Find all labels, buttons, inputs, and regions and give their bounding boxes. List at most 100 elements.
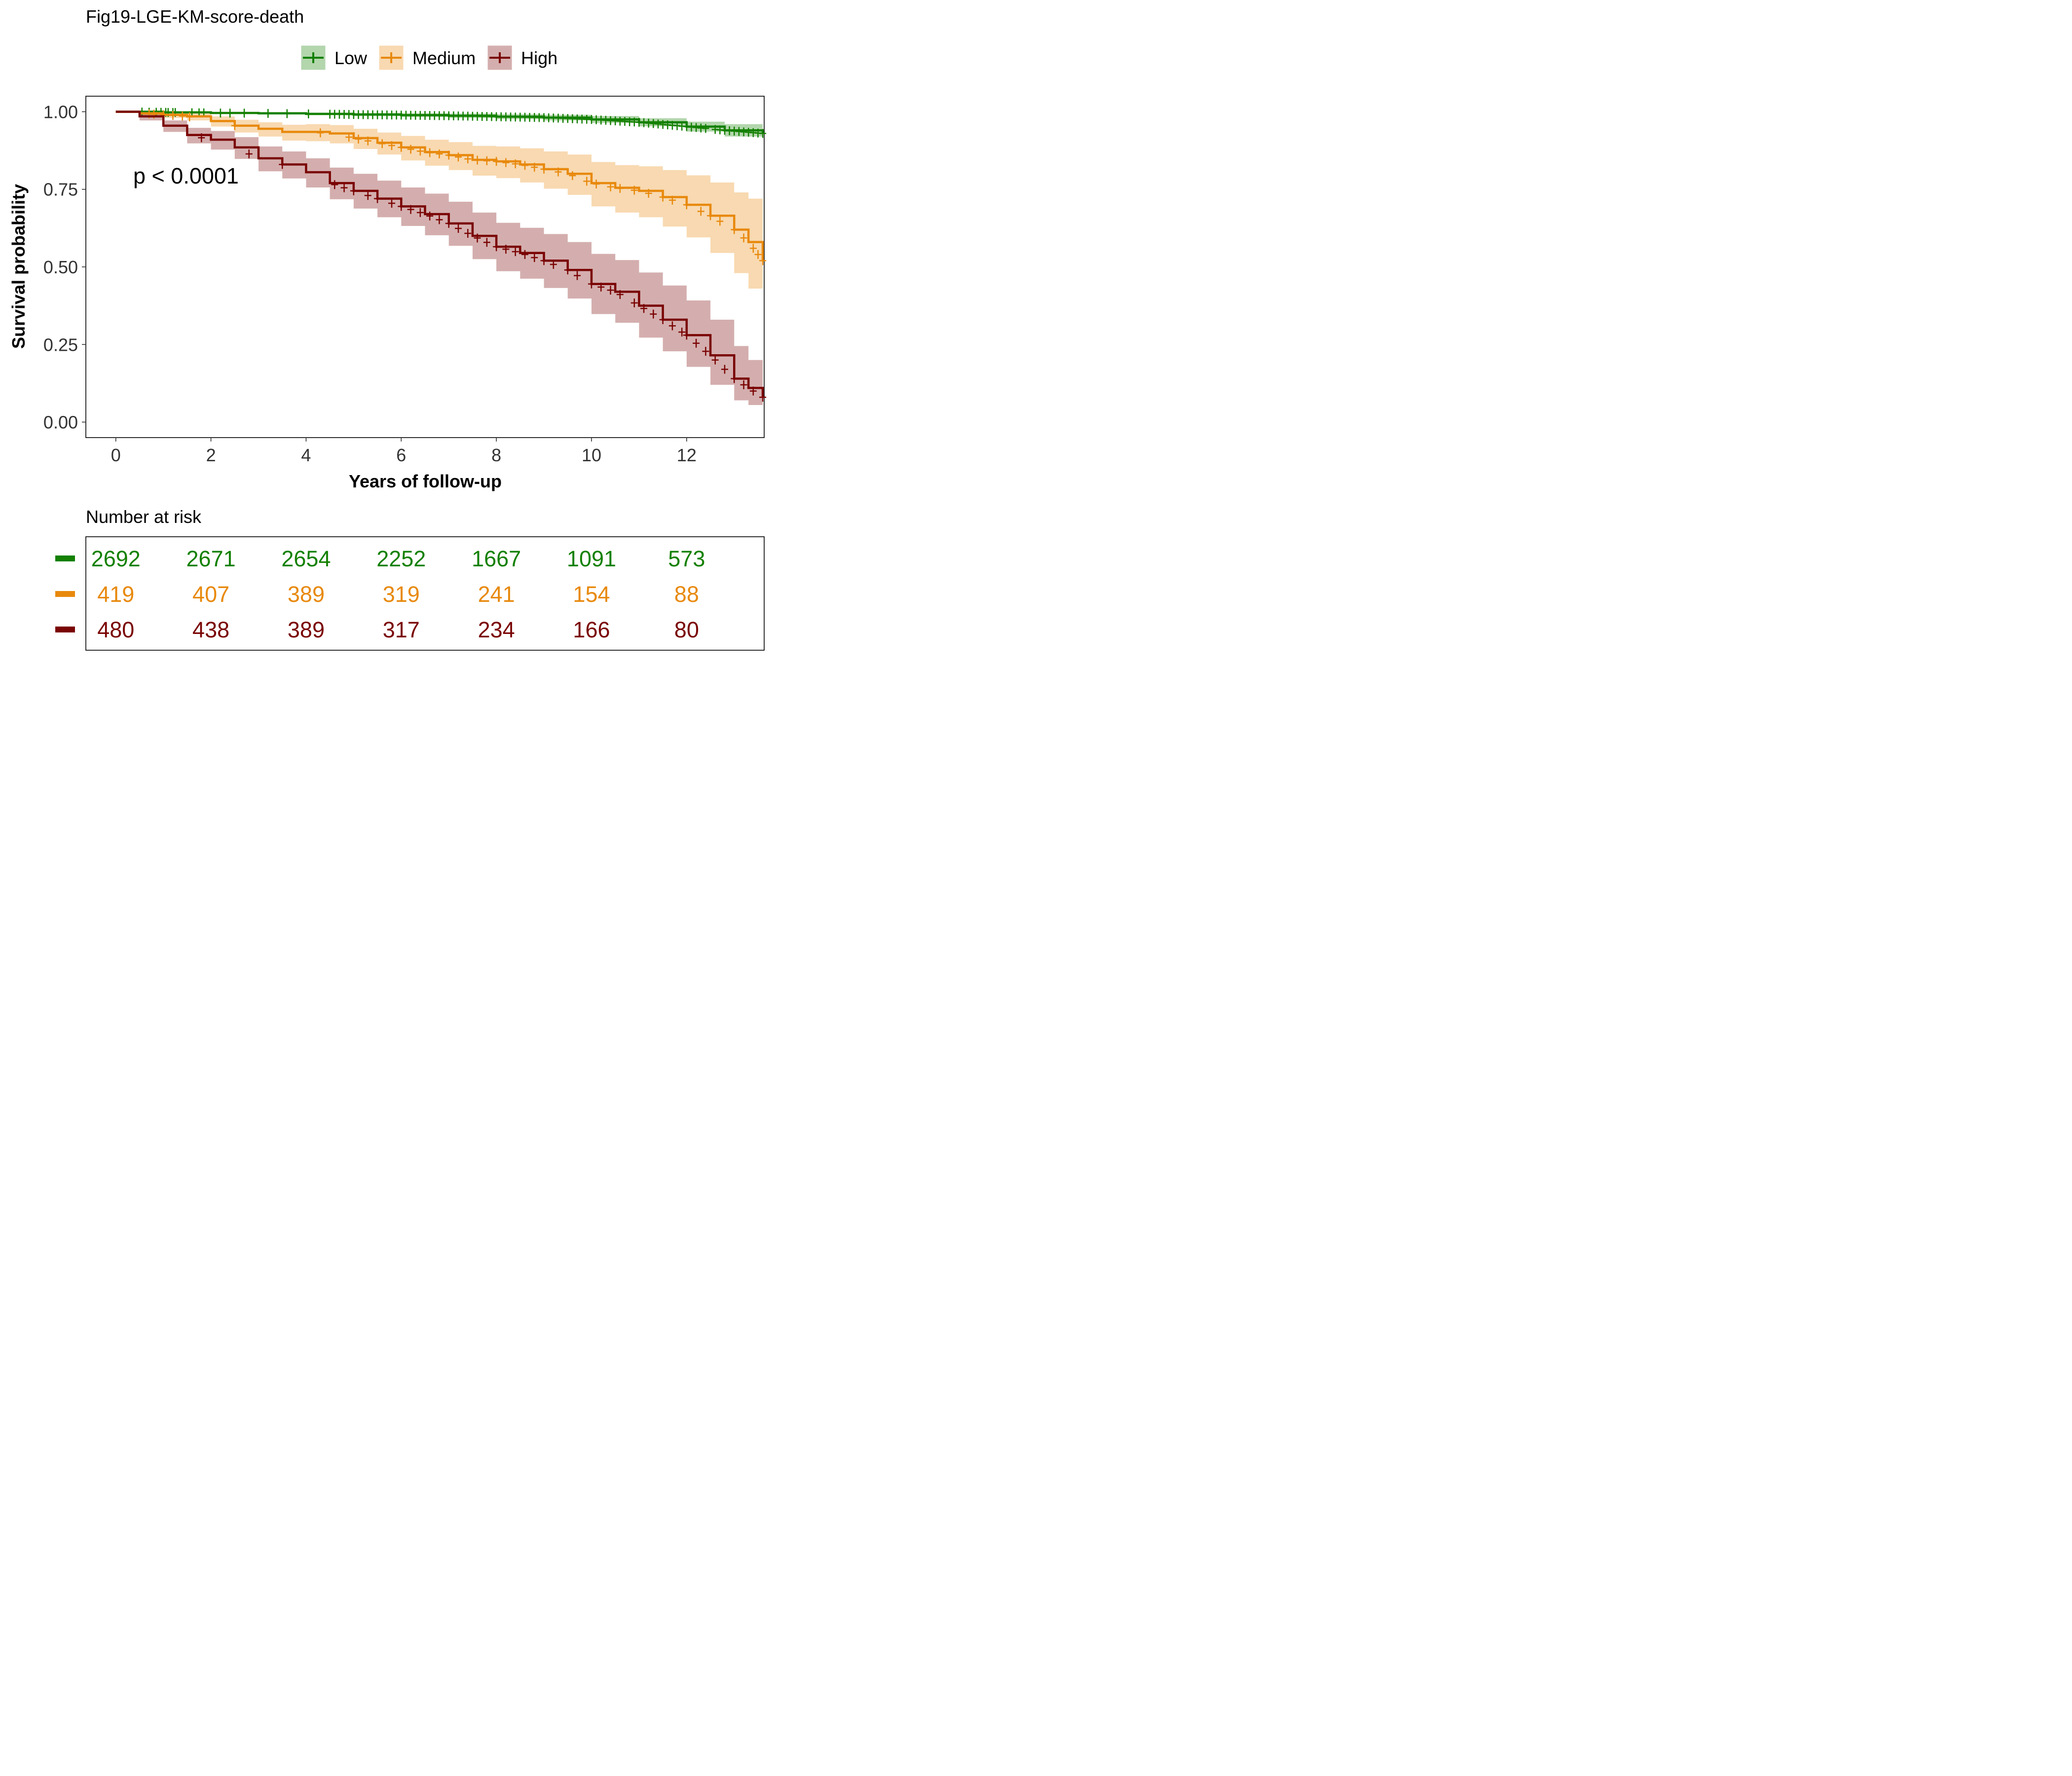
plot-area: 0.00 0.25 0.50 0.75 1.00 0 2 4 6 8 10 12: [43, 96, 767, 465]
censor-mark: [388, 141, 396, 150]
censor-mark: [279, 160, 286, 169]
censor-mark: [398, 202, 405, 211]
censor-mark: [502, 158, 510, 167]
risk-table-title: Number at risk: [86, 507, 202, 527]
censor-mark: [531, 163, 538, 172]
x-tick-label: 6: [396, 445, 406, 465]
risk-value: 2252: [376, 546, 426, 571]
censor-mark: [305, 109, 312, 118]
censor-mark: [355, 134, 362, 144]
censor-mark: [711, 355, 719, 365]
censor-mark: [241, 109, 248, 118]
censor-mark: [759, 393, 767, 402]
censor-mark: [416, 208, 424, 217]
censor-mark: [474, 233, 481, 243]
censor-mark: [398, 143, 405, 152]
risk-value: 419: [97, 582, 134, 607]
censor-mark: [217, 109, 224, 118]
censor-mark: [702, 347, 709, 356]
censor-mark: [754, 250, 762, 259]
censor-mark: [231, 121, 238, 130]
risk-value: 234: [478, 617, 515, 642]
censor-mark: [592, 180, 600, 189]
censor-mark: [445, 150, 452, 160]
y-tick-label: 1.00: [43, 102, 78, 122]
censor-mark: [493, 157, 500, 166]
censor-mark: [749, 244, 757, 253]
legend-label: Medium: [412, 48, 476, 68]
censor-mark: [583, 177, 591, 186]
x-tick-label: 10: [582, 445, 601, 465]
risk-value: 573: [668, 546, 705, 571]
censor-mark: [416, 147, 424, 156]
censor-mark: [597, 282, 605, 292]
censor-mark: [683, 331, 690, 340]
censor-mark: [436, 149, 443, 159]
censor-mark: [464, 154, 472, 164]
risk-value: 389: [288, 582, 325, 607]
legend-label: High: [521, 48, 557, 68]
censor-mark: [564, 265, 571, 275]
censor-mark: [683, 200, 690, 210]
censor-mark: [474, 155, 481, 165]
risk-table-panel: [85, 536, 765, 651]
risk-value: 1667: [472, 546, 521, 571]
legend-item-high: High: [487, 45, 557, 71]
y-tick-label: 0.50: [43, 257, 78, 277]
censor-mark: [493, 242, 500, 252]
censor-mark: [245, 149, 253, 159]
censor-mark: [678, 328, 686, 337]
censor-mark: [668, 321, 676, 331]
censor-marks-medium: [146, 109, 767, 265]
censor-mark: [364, 191, 371, 200]
legend: Low Medium High: [300, 45, 557, 71]
censor-mark: [445, 219, 452, 228]
censor-mark: [454, 152, 462, 162]
legend-key-symbol: [303, 52, 324, 63]
censor-mark: [350, 186, 357, 195]
x-tick-label: 2: [206, 445, 216, 465]
censor-mark: [179, 111, 186, 121]
x-tick-label: 12: [677, 445, 697, 465]
x-tick-label: 4: [301, 445, 311, 465]
censor-mark: [407, 145, 414, 154]
risk-value: 407: [192, 582, 229, 607]
censor-mark: [668, 195, 676, 205]
censor-mark: [659, 192, 666, 202]
censor-mark: [407, 205, 414, 214]
y-tick-label: 0.25: [43, 334, 78, 355]
censor-mark: [659, 315, 666, 324]
censor-mark: [731, 225, 738, 234]
censor-mark: [759, 129, 767, 138]
risk-row-key-medium: [55, 591, 75, 597]
risk-value: 154: [573, 582, 610, 607]
legend-label: Low: [334, 48, 368, 68]
censor-mark: [569, 171, 576, 181]
censor-mark: [317, 128, 324, 138]
censor-mark: [630, 298, 638, 307]
censor-mark: [340, 183, 348, 192]
censor-mark: [650, 309, 657, 319]
risk-value: 438: [192, 617, 229, 642]
risk-value: 317: [383, 617, 420, 642]
censor-mark: [731, 374, 738, 383]
p-value-annotation: p < 0.0001: [133, 163, 239, 188]
censor-mark: [574, 271, 581, 280]
censor-mark: [374, 194, 381, 203]
censor-mark: [630, 185, 638, 195]
censor-marks-low: [138, 108, 767, 138]
censor-mark: [616, 184, 624, 193]
km-chart: Fig19-LGE-KM-score-death Low Medium High 0…: [8, 6, 767, 651]
censor-mark: [721, 365, 728, 374]
censor-mark: [540, 256, 548, 265]
censor-mark: [521, 250, 528, 259]
censor-mark: [364, 136, 371, 146]
risk-value: 1091: [567, 546, 616, 571]
censor-mark: [483, 156, 490, 165]
x-axis-label: Years of follow-up: [349, 471, 502, 491]
censor-mark: [388, 199, 396, 208]
risk-table: 2692 2671 2654 2252 1667 1091 573 419 407 389 319 2…: [55, 536, 765, 651]
censor-mark: [550, 259, 557, 269]
legend-item-low: Low: [300, 45, 368, 71]
censor-mark: [588, 279, 595, 289]
